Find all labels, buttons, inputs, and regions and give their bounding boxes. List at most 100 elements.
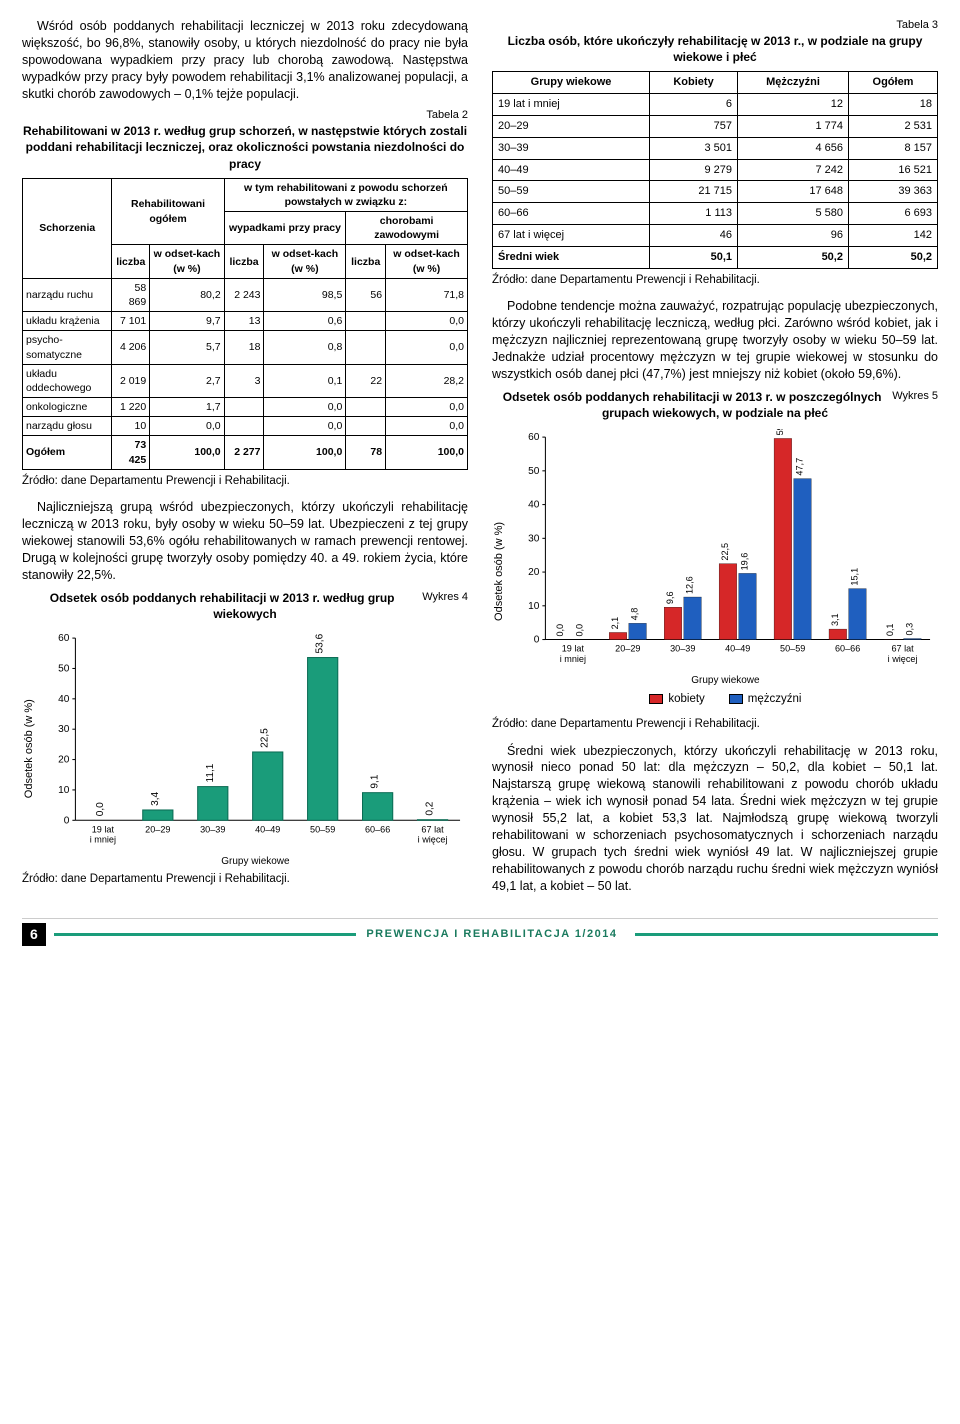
svg-text:30: 30 (528, 533, 540, 544)
svg-text:0,0: 0,0 (555, 624, 565, 637)
table-row: układu oddechowego2 0192,730,12228,2 (23, 364, 468, 397)
svg-text:i więcej: i więcej (888, 654, 918, 664)
svg-text:i mniej: i mniej (560, 654, 586, 664)
wykres4-svg: 01020304050600,019 lati mniej3,420–2911,… (43, 630, 468, 853)
wykres5-label: Wykres 5 (892, 389, 938, 404)
svg-text:10: 10 (58, 785, 70, 796)
t2-head-liczba-3: liczba (346, 245, 386, 278)
svg-text:40: 40 (58, 694, 70, 705)
svg-text:53,6: 53,6 (315, 633, 326, 653)
footer-bar-left (54, 933, 357, 936)
svg-text:i więcej: i więcej (418, 835, 448, 845)
tabela2-label: Tabela 2 (426, 108, 468, 123)
t3-head-cell: Mężczyźni (738, 72, 849, 94)
svg-text:i mniej: i mniej (90, 835, 116, 845)
svg-text:40–49: 40–49 (255, 824, 280, 834)
svg-text:0: 0 (534, 635, 540, 646)
table-avg-row: Średni wiek50,150,250,2 (493, 246, 938, 268)
t3-head-cell: Kobiety (650, 72, 738, 94)
wykres4-source: Źródło: dane Departamentu Prewencji i Re… (22, 872, 468, 888)
t2-head-liczba-1: liczba (112, 245, 150, 278)
svg-text:30: 30 (58, 724, 70, 735)
wykres5-legend: kobiety mężczyźni (513, 692, 938, 708)
svg-text:40: 40 (528, 500, 540, 511)
intro-para-1: Wśród osób poddanych rehabilitacji leczn… (22, 18, 468, 102)
svg-text:0,1: 0,1 (885, 624, 895, 637)
table-row: psycho-somatyczne4 2065,7180,80,0 (23, 331, 468, 364)
para-2: Najliczniejszą grupą wśród ubezpieczonyc… (22, 499, 468, 583)
t2-head-wodset-3: w odset-kach (w %) (386, 245, 468, 278)
wykres5-chart: Odsetek osób (w %) 01020304050600,00,019… (492, 429, 938, 713)
svg-text:19 lat: 19 lat (92, 824, 115, 834)
t2-head-schorzenia: Schorzenia (23, 178, 112, 278)
svg-text:20: 20 (528, 567, 540, 578)
wykres5-ylabel: Odsetek osób (w %) (492, 429, 507, 713)
svg-text:9,1: 9,1 (369, 774, 380, 788)
legend-mezczyzni: mężczyźni (729, 692, 802, 708)
table-row: 50–5921 71517 64839 363 (493, 181, 938, 203)
svg-text:2,1: 2,1 (610, 617, 620, 630)
svg-text:40–49: 40–49 (725, 644, 750, 654)
svg-text:19 lat: 19 lat (562, 644, 585, 654)
table-row: 40–499 2797 24216 521 (493, 159, 938, 181)
legend-kobiety: kobiety (649, 692, 704, 708)
tabela2: Schorzenia Rehabilitowani ogółem w tym r… (22, 178, 468, 470)
t2-head-wtym: w tym rehabilitowani z powodu schorzeń p… (224, 178, 467, 211)
svg-text:3,1: 3,1 (830, 613, 840, 626)
table-row: 60–661 1135 5806 693 (493, 203, 938, 225)
table-row: 67 lat i więcej4696142 (493, 225, 938, 247)
wykres4-title: Odsetek osób poddanych rehabilitacji w 2… (22, 590, 468, 622)
svg-text:10: 10 (528, 601, 540, 612)
wykres5-source: Źródło: dane Departamentu Prewencji i Re… (492, 717, 938, 733)
svg-text:0,3: 0,3 (904, 623, 914, 636)
table-row: narządu ruchu58 86980,22 24398,55671,8 (23, 278, 468, 311)
t2-head-rehab: Rehabilitowani ogółem (112, 178, 224, 245)
wykres5-xlabel: Grupy wiekowe (513, 674, 938, 688)
svg-text:12,6: 12,6 (684, 576, 694, 594)
svg-text:50–59: 50–59 (780, 644, 805, 654)
right-para-1: Podobne tendencje można zauważyć, rozpat… (492, 298, 938, 382)
svg-text:67 lat: 67 lat (421, 824, 444, 834)
svg-text:47,7: 47,7 (794, 458, 804, 476)
t2-head-wypadkami: wypadkami przy pracy (224, 212, 346, 245)
svg-text:67 lat: 67 lat (891, 644, 914, 654)
svg-text:22,5: 22,5 (260, 728, 271, 748)
right-para-2: Średni wiek ubezpieczonych, którzy ukońc… (492, 743, 938, 895)
table-row: onkologiczne1 2201,70,00,0 (23, 398, 468, 417)
t2-head-wodset-2: w odset-kach (w %) (264, 245, 346, 278)
t2-head-wodset-1: w odset-kach (w %) (150, 245, 224, 278)
legend-mezczyzni-label: mężczyźni (748, 692, 802, 708)
t2-head-liczba-2: liczba (224, 245, 264, 278)
svg-text:0,2: 0,2 (424, 801, 435, 815)
svg-text:19,6: 19,6 (739, 553, 749, 571)
table-total-row: Ogółem73 425100,02 277100,078100,0 (23, 436, 468, 469)
svg-text:0,0: 0,0 (575, 624, 585, 637)
wykres4-xlabel: Grupy wiekowe (43, 855, 468, 869)
tabela2-title: Rehabilitowani w 2013 r. według grup sch… (22, 123, 468, 172)
footer-bar-right (635, 933, 938, 936)
svg-text:60–66: 60–66 (365, 824, 390, 834)
swatch-mezczyzni (729, 694, 743, 704)
svg-text:50–59: 50–59 (310, 824, 335, 834)
svg-text:11,1: 11,1 (205, 763, 216, 782)
wykres5-svg: 01020304050600,00,019 lati mniej2,14,820… (513, 429, 938, 672)
svg-text:60–66: 60–66 (835, 644, 860, 654)
tabela3-title: Liczba osób, które ukończyły rehabilitac… (492, 33, 938, 65)
wykres4-ylabel: Odsetek osób (w %) (22, 630, 37, 868)
page-number: 6 (22, 923, 46, 946)
table-row: układu krążenia7 1019,7130,60,0 (23, 312, 468, 331)
svg-text:3,4: 3,4 (150, 791, 161, 805)
table-row: narządu głosu100,00,00,0 (23, 417, 468, 436)
table-row: 30–393 5014 6568 157 (493, 137, 938, 159)
tabela2-source: Źródło: dane Departamentu Prewencji i Re… (22, 474, 468, 490)
svg-text:50: 50 (528, 466, 540, 477)
svg-text:9,6: 9,6 (665, 592, 675, 605)
wykres4-chart: Odsetek osób (w %) 01020304050600,019 la… (22, 630, 468, 868)
svg-text:59,6: 59,6 (775, 429, 785, 435)
svg-text:0: 0 (64, 815, 70, 826)
svg-text:15,1: 15,1 (849, 568, 859, 586)
svg-text:30–39: 30–39 (200, 824, 225, 834)
t3-head-cell: Ogółem (848, 72, 937, 94)
page-footer: 6 PREWENCJA I REHABILITACJA 1/2014 (22, 918, 938, 946)
tabela3-source: Źródło: dane Departamentu Prewencji i Re… (492, 273, 938, 289)
